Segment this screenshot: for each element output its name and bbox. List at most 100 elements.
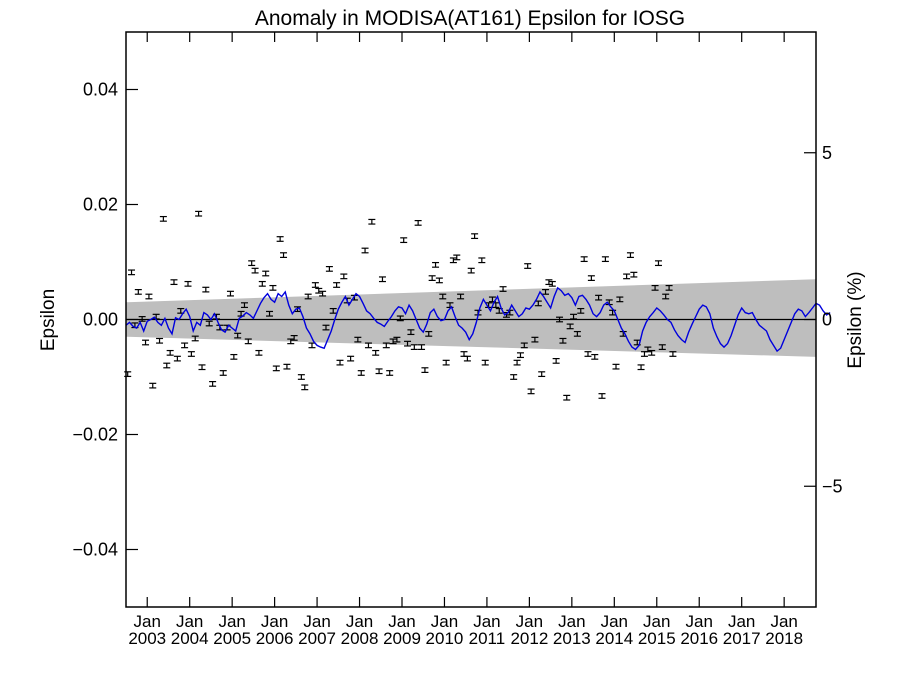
data-point: [219, 370, 227, 376]
data-point: [471, 233, 479, 240]
data-point: [357, 370, 365, 376]
data-point: [556, 316, 564, 323]
x-tick-month: Jan: [261, 612, 288, 631]
data-point: [425, 330, 433, 337]
data-point: [584, 351, 592, 357]
envelope-band: [126, 279, 816, 357]
x-tick-year: 2003: [128, 629, 166, 648]
data-point: [209, 381, 217, 387]
y-tick-label-left: 0.04: [83, 80, 118, 100]
data-point: [340, 273, 348, 280]
data-point: [396, 315, 404, 322]
data-point: [308, 342, 316, 349]
x-tick-year: 2017: [723, 629, 761, 648]
x-tick-month: Jan: [346, 612, 373, 631]
data-point: [644, 346, 652, 353]
x-tick-year: 2009: [383, 629, 421, 648]
data-point: [361, 247, 369, 254]
data-point: [552, 358, 560, 364]
data-point: [364, 342, 372, 349]
data-point: [658, 344, 666, 350]
data-point: [400, 237, 408, 244]
x-tick-month: Jan: [558, 612, 585, 631]
chart-title: Anomaly in MODISA(AT161) Epsilon for IOS…: [255, 7, 685, 30]
data-point: [156, 337, 164, 344]
x-tick-month: Jan: [516, 612, 543, 631]
data-point: [336, 359, 344, 366]
y-tick-label-right: 0: [822, 310, 832, 330]
x-tick-month: Jan: [686, 612, 713, 631]
data-point: [516, 352, 524, 359]
data-point: [255, 349, 263, 356]
data-point: [542, 289, 550, 295]
data-point: [329, 307, 337, 314]
data-point: [251, 267, 259, 274]
x-tick-year: 2018: [765, 629, 803, 648]
data-point: [276, 236, 284, 242]
data-point: [414, 220, 422, 226]
data-point: [258, 280, 266, 287]
x-tick-month: Jan: [176, 612, 203, 631]
data-point: [665, 284, 673, 291]
data-point: [142, 339, 150, 346]
data-point: [601, 256, 609, 263]
data-point: [404, 340, 412, 347]
data-point: [648, 349, 656, 356]
data-point: [234, 332, 242, 339]
data-point: [170, 279, 178, 286]
data-point: [244, 338, 252, 345]
data-point: [612, 363, 620, 370]
data-point: [563, 394, 571, 401]
x-tick-year: 2016: [680, 629, 718, 648]
data-point: [548, 280, 556, 287]
data-point: [598, 393, 606, 399]
data-point: [272, 365, 280, 372]
data-point: [513, 359, 521, 366]
data-point: [347, 355, 355, 362]
data-point: [510, 374, 518, 380]
data-point: [297, 374, 305, 380]
data-point: [230, 353, 238, 360]
x-tick-month: Jan: [388, 612, 415, 631]
data-point: [134, 289, 142, 295]
data-point: [626, 252, 634, 258]
x-tick-year: 2007: [298, 629, 336, 648]
x-ticks: Jan2003Jan2004Jan2005Jan2006Jan2007Jan20…: [128, 32, 803, 648]
data-point: [315, 287, 323, 294]
data-point: [651, 284, 659, 291]
data-point: [173, 355, 181, 362]
smoothed-anomaly-line: [125, 286, 831, 353]
x-tick-year: 2013: [553, 629, 591, 648]
x-tick-year: 2008: [341, 629, 379, 648]
uncertainty-envelope: [126, 279, 816, 357]
data-point: [457, 293, 465, 300]
data-point: [591, 353, 599, 360]
data-point: [128, 269, 136, 276]
data-point: [407, 329, 415, 336]
data-point: [463, 355, 471, 362]
data-point: [432, 261, 440, 268]
data-point: [145, 293, 153, 300]
data-point: [389, 338, 397, 345]
data-point: [124, 371, 132, 378]
data-point: [138, 316, 146, 322]
data-point: [304, 293, 312, 300]
data-point: [159, 215, 167, 222]
x-tick-month: Jan: [728, 612, 755, 631]
data-point: [149, 382, 157, 389]
data-point: [248, 260, 256, 267]
x-tick-year: 2015: [638, 629, 676, 648]
data-point: [481, 359, 489, 366]
data-point: [531, 336, 539, 343]
x-tick-month: Jan: [643, 612, 670, 631]
data-point: [623, 273, 631, 280]
data-point: [499, 286, 507, 292]
data-point: [640, 351, 648, 357]
data-point: [301, 384, 309, 391]
data-point: [280, 252, 288, 258]
data-point: [520, 342, 528, 349]
data-point: [524, 263, 532, 269]
data-point: [283, 363, 291, 370]
data-point: [266, 310, 274, 317]
data-point: [319, 290, 327, 297]
